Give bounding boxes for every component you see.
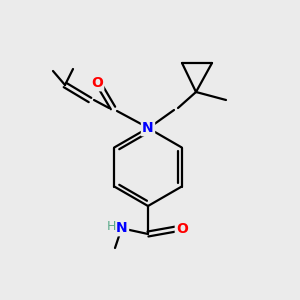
Text: O: O [91,76,103,90]
Text: O: O [176,222,188,236]
Text: N: N [116,221,128,235]
Text: N: N [142,121,154,135]
Text: H: H [106,220,116,232]
